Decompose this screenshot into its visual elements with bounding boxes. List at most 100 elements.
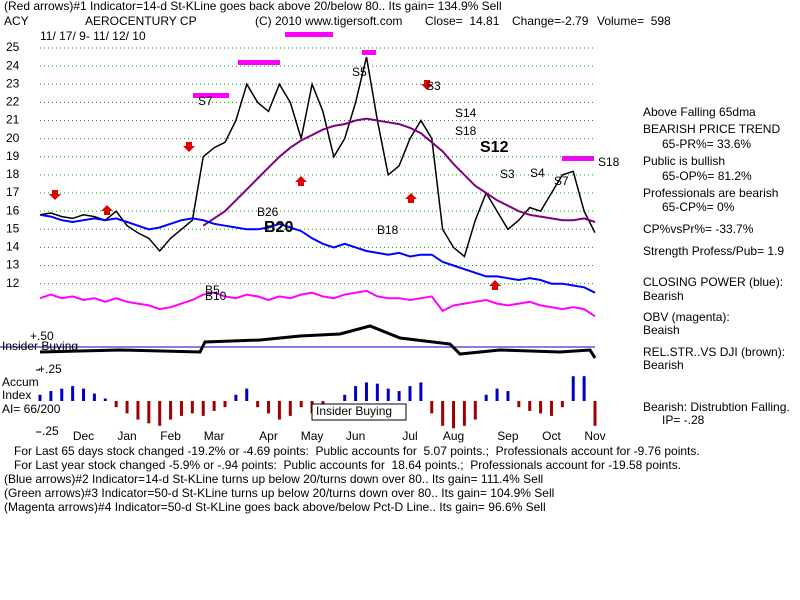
annotation: B26 xyxy=(257,205,279,219)
y-tick-label: 20 xyxy=(6,131,20,145)
y-tick-label: 25 xyxy=(6,40,20,54)
bar xyxy=(408,386,412,401)
arrows xyxy=(49,80,501,290)
change: Change=-2.79 xyxy=(512,14,589,28)
y-tick-label: 15 xyxy=(6,221,20,235)
arrow xyxy=(49,190,61,200)
magenta-mark xyxy=(193,93,229,98)
annotation: B20 xyxy=(264,219,293,236)
annotation: S5 xyxy=(352,65,367,79)
panel-text: BEARISH PRICE TREND xyxy=(643,122,780,136)
x-tick-label: Nov xyxy=(584,429,605,443)
panel-text: REL.STR..VS DJI (brown): xyxy=(643,345,785,359)
series-line xyxy=(202,117,596,227)
bar xyxy=(82,388,86,401)
y-tick-label: 18 xyxy=(6,167,20,181)
annotation: S18 xyxy=(598,155,620,169)
bar xyxy=(136,401,140,420)
bar xyxy=(201,401,205,416)
bar xyxy=(234,394,238,401)
bar xyxy=(245,388,249,401)
panel-text: 65-OP%= 81.2% xyxy=(662,169,752,183)
bar xyxy=(473,401,477,420)
y-tick-label: 24 xyxy=(6,58,20,72)
symbol: ACY xyxy=(4,14,29,28)
panel-text: Above Falling 65dma xyxy=(643,105,756,119)
bar xyxy=(495,388,499,401)
bar xyxy=(277,401,281,420)
bar xyxy=(158,401,162,426)
volume: Volume= 598 xyxy=(597,14,671,28)
bar xyxy=(364,382,368,401)
footer-text: (Green arrows)#3 Indicator=50-d St-KLine… xyxy=(4,486,554,500)
bar xyxy=(549,401,553,416)
annotation: S7 xyxy=(554,174,569,188)
y-tick-label: 16 xyxy=(6,203,20,217)
arrow xyxy=(295,176,307,186)
footer-text: For Last year stock changed -5.9% or -.9… xyxy=(14,458,681,472)
footer-text: (Blue arrows)#2 Indicator=14-d St-KLine … xyxy=(4,472,543,486)
annotation: S12 xyxy=(480,139,509,156)
magenta-mark xyxy=(238,60,280,65)
x-tick-label: Aug xyxy=(443,429,464,443)
bar xyxy=(256,401,260,408)
copyright: (C) 2010 www.tigersoft.com xyxy=(255,14,402,28)
y-tick-label: 12 xyxy=(6,276,20,290)
magenta-mark xyxy=(362,50,376,55)
bar xyxy=(223,401,227,408)
bar xyxy=(397,391,401,401)
insider-label: Insider Buying xyxy=(2,339,78,353)
arrow xyxy=(101,205,113,215)
series-line xyxy=(39,213,596,294)
x-tick-label: Dec xyxy=(73,429,94,443)
bar xyxy=(386,388,390,401)
annotation: S4 xyxy=(530,166,545,180)
bar xyxy=(179,401,183,416)
arrow xyxy=(489,280,501,290)
bar xyxy=(114,401,118,408)
accum-annotation: AI= 66/200 xyxy=(2,402,61,416)
panel-text: 65-CP%= 0% xyxy=(662,200,735,214)
bar xyxy=(38,394,42,401)
annotation-box xyxy=(311,403,407,421)
y-tick-label: 19 xyxy=(6,149,20,163)
bar xyxy=(71,386,75,401)
y-tick-label: 21 xyxy=(6,113,20,127)
bar xyxy=(506,391,510,401)
x-tick-label: May xyxy=(301,429,324,443)
bar xyxy=(517,401,521,408)
close: Close= 14.81 xyxy=(425,14,500,28)
title: (Red arrows)#1 Indicator=14-d St-KLine g… xyxy=(4,0,502,13)
y-tick-label: 17 xyxy=(6,185,20,199)
bar xyxy=(441,401,445,426)
x-tick-label: Jun xyxy=(346,429,365,443)
bar xyxy=(212,401,216,411)
footer-text: (Magenta arrows)#4 Indicator=50-d St-KLi… xyxy=(4,500,546,514)
magenta-mark xyxy=(562,156,594,161)
bar xyxy=(60,388,64,401)
y-tick-label: -.25 xyxy=(38,424,59,438)
x-tick-label: Apr xyxy=(259,429,278,443)
bar xyxy=(92,393,96,401)
bar xyxy=(354,386,358,401)
bar xyxy=(190,401,194,414)
bar xyxy=(267,401,271,414)
bar xyxy=(539,401,543,414)
bar xyxy=(582,376,586,401)
x-tick-label: Jul xyxy=(402,429,417,443)
annotation: B10 xyxy=(205,289,227,303)
footer-text: For Last 65 days stock changed -19.2% or… xyxy=(14,444,700,458)
bar xyxy=(571,376,575,401)
bar xyxy=(288,401,292,416)
panel-text: CP%vsPr%= -33.7% xyxy=(643,222,754,236)
bar xyxy=(430,401,434,414)
series-line xyxy=(39,56,596,258)
panel-text: 65-PR%= 33.6% xyxy=(662,137,751,151)
magenta-marks xyxy=(193,32,594,161)
x-tick-label: Oct xyxy=(542,429,561,443)
bar xyxy=(299,401,303,408)
bar xyxy=(169,401,173,420)
